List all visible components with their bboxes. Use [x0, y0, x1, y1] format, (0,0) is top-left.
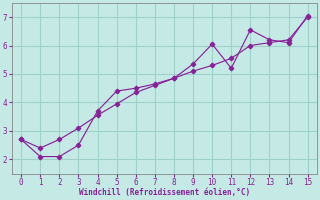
X-axis label: Windchill (Refroidissement éolien,°C): Windchill (Refroidissement éolien,°C) [79, 188, 250, 197]
